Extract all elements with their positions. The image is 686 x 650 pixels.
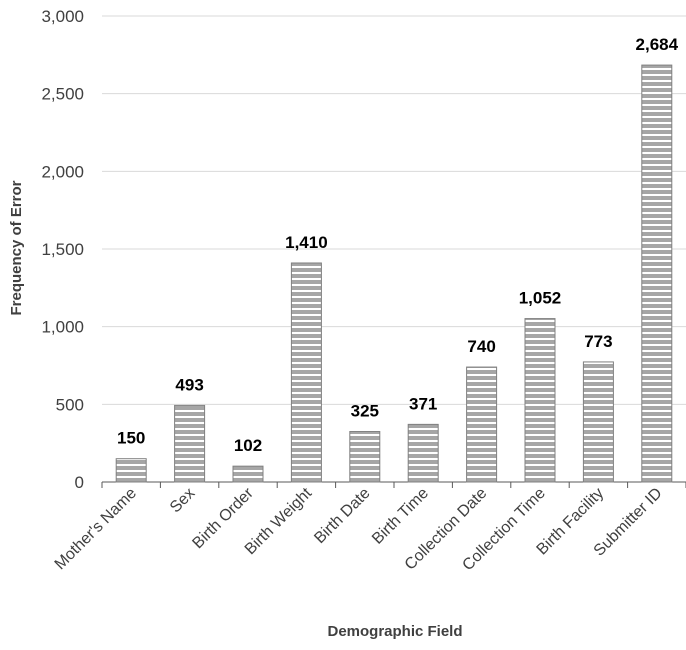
bar [407, 423, 439, 483]
y-tick-label: 1,500 [41, 240, 84, 259]
bar [349, 431, 381, 483]
x-tick-label: Birth Date [311, 485, 373, 547]
bar [115, 458, 147, 483]
bar [466, 366, 498, 483]
x-tick-label: Sex [167, 485, 199, 517]
data-label: 371 [409, 394, 437, 413]
data-label: 773 [584, 332, 612, 351]
data-label: 102 [234, 436, 262, 455]
data-labels: 150 493 102 1,410 325 371 740 1,052 773 2,684 [117, 35, 679, 455]
axes [101, 481, 686, 488]
bar [232, 465, 264, 483]
y-tick-label: 2,000 [41, 162, 84, 181]
data-label: 2,684 [636, 35, 679, 54]
bar [641, 64, 673, 483]
bar [582, 361, 614, 483]
bar [524, 318, 556, 483]
data-label: 493 [175, 375, 203, 394]
y-axis-title: Frequency of Error [8, 180, 25, 315]
x-axis-title: Demographic Field [327, 623, 462, 640]
y-tick-label: 3,000 [41, 7, 84, 26]
data-label: 1,410 [285, 233, 328, 252]
data-label: 740 [467, 337, 495, 356]
data-label: 150 [117, 429, 145, 448]
bars [115, 64, 673, 483]
x-tick-label: Birth Time [369, 485, 432, 548]
bar [290, 262, 322, 483]
x-tick-label: Mother's Name [52, 485, 140, 573]
y-tick-label: 500 [56, 395, 84, 414]
y-tick-label: 1,000 [41, 318, 84, 337]
y-tick-label: 2,500 [41, 85, 84, 104]
data-label: 325 [351, 402, 379, 421]
tick-labels: 0 500 1,000 1,500 2,000 2,500 3,000 Mother's Na… [41, 7, 665, 574]
y-tick-label: 0 [75, 473, 84, 492]
bar [174, 404, 206, 483]
data-label: 1,052 [519, 289, 562, 308]
